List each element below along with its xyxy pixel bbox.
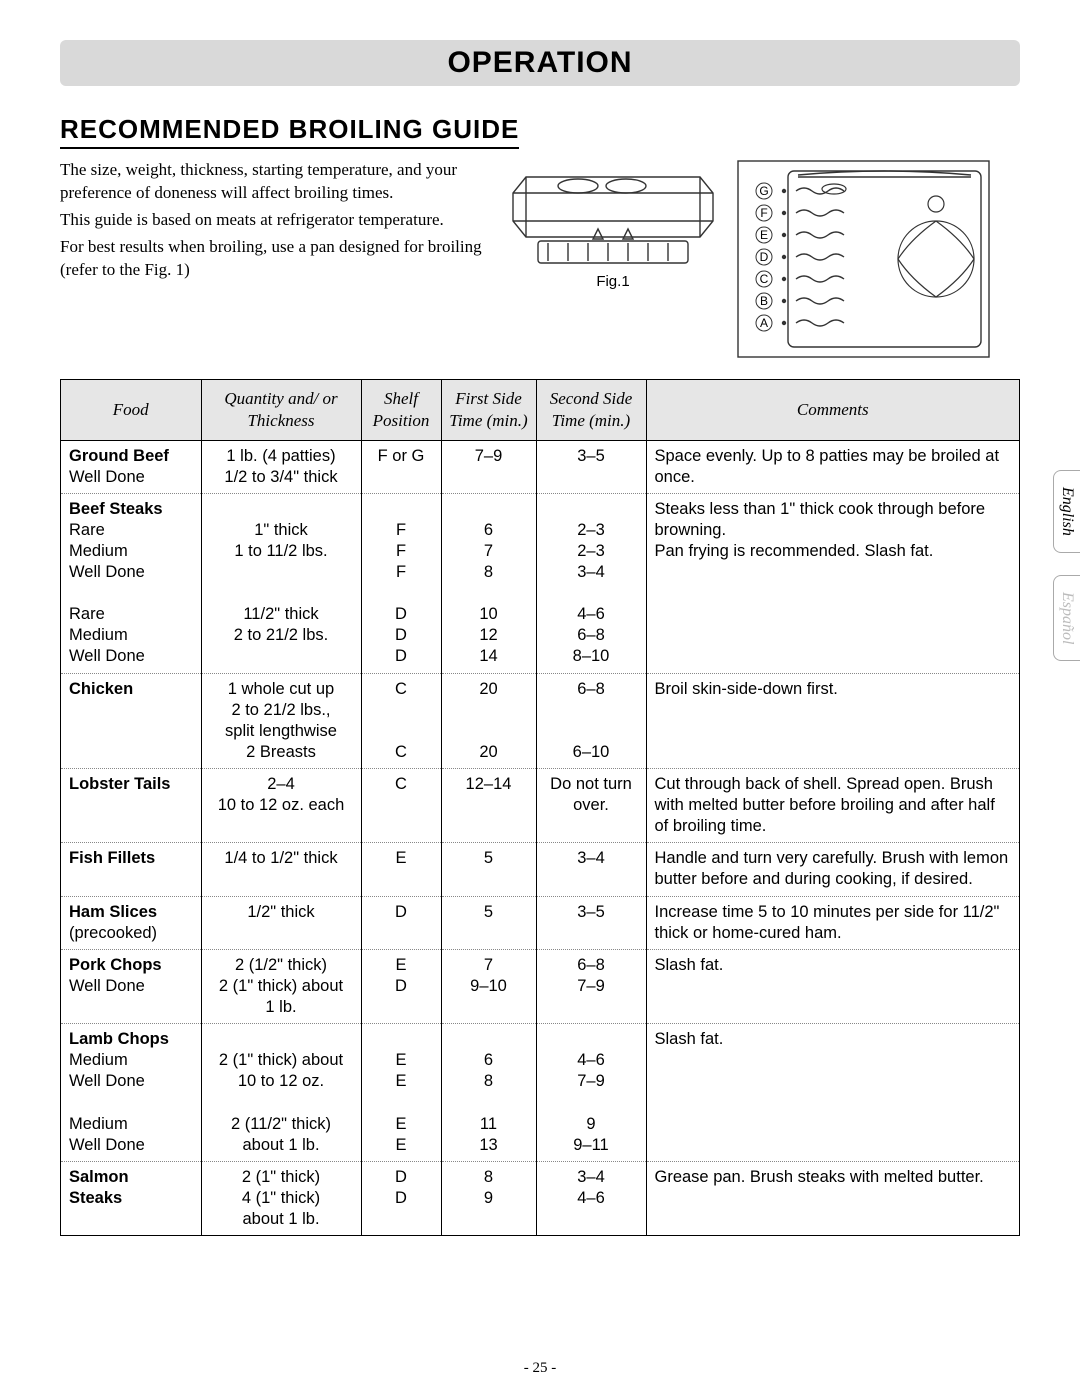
cell-second: 3–4 4–6	[536, 1161, 646, 1235]
cell-second: 6–8 7–9	[536, 949, 646, 1023]
cell-comments: Slash fat.	[646, 949, 1019, 1023]
cell-food: Chicken	[61, 673, 201, 768]
cell-first: 12–14	[441, 769, 536, 843]
section-heading: RECOMMENDED BROILING GUIDE	[60, 114, 519, 149]
cell-shelf: C	[361, 769, 441, 843]
cell-second: 3–5	[536, 896, 646, 949]
svg-text:F: F	[760, 206, 767, 220]
fig1-label: Fig.1	[596, 273, 629, 290]
table-row: Lobster Tails2–4 10 to 12 oz. eachC12–14…	[61, 769, 1019, 843]
cell-food: Ground BeefWell Done	[61, 440, 201, 493]
table-row: Ham Slices(precooked)1/2" thickD53–5Incr…	[61, 896, 1019, 949]
cell-food: Lamb ChopsMediumWell Done MediumWell Don…	[61, 1024, 201, 1162]
intro-p3: For best results when broiling, use a pa…	[60, 236, 490, 282]
th-shelf: Shelf Position	[361, 380, 441, 440]
cell-qty: 1/2" thick	[201, 896, 361, 949]
cell-shelf: D	[361, 896, 441, 949]
intro-p1: The size, weight, thickness, starting te…	[60, 159, 490, 205]
cell-comments: Handle and turn very carefully. Brush wi…	[646, 843, 1019, 896]
cell-first: 7–9	[441, 440, 536, 493]
cell-comments: Cut through back of shell. Spread open. …	[646, 769, 1019, 843]
fig1-column: Fig.1	[508, 159, 718, 290]
cell-qty: 2 (1/2" thick) 2 (1" thick) about 1 lb.	[201, 949, 361, 1023]
cell-first: 6 7 8 10 12 14	[441, 493, 536, 673]
th-first: First Side Time (min.)	[441, 380, 536, 440]
broiling-table-wrap: Food Quantity and/ or Thickness Shelf Po…	[60, 379, 1020, 1236]
language-tabs: English Español	[1053, 470, 1080, 661]
table-row: SalmonSteaks2 (1" thick) 4 (1" thick) ab…	[61, 1161, 1019, 1235]
cell-first: 5	[441, 843, 536, 896]
cell-food: Pork ChopsWell Done	[61, 949, 201, 1023]
table-row: Beef SteaksRareMediumWell Done RareMediu…	[61, 493, 1019, 673]
table-row: Pork ChopsWell Done2 (1/2" thick) 2 (1" …	[61, 949, 1019, 1023]
cell-food: Lobster Tails	[61, 769, 201, 843]
cell-shelf: E E E E	[361, 1024, 441, 1162]
cell-second: Do not turn over.	[536, 769, 646, 843]
cell-first: 7 9–10	[441, 949, 536, 1023]
svg-text:A: A	[760, 316, 768, 330]
broiling-table: Food Quantity and/ or Thickness Shelf Po…	[61, 380, 1019, 1235]
cell-shelf: E	[361, 843, 441, 896]
cell-comments: Increase time 5 to 10 minutes per side f…	[646, 896, 1019, 949]
cell-comments: Space evenly. Up to 8 patties may be bro…	[646, 440, 1019, 493]
cell-second: 3–5	[536, 440, 646, 493]
page-title: OPERATION	[60, 46, 1020, 80]
cell-first: 5	[441, 896, 536, 949]
cell-qty: 1/4 to 1/2" thick	[201, 843, 361, 896]
intro-row: The size, weight, thickness, starting te…	[60, 159, 1020, 359]
page-header: OPERATION	[60, 40, 1020, 86]
svg-text:E: E	[760, 228, 768, 242]
tab-english[interactable]: English	[1053, 470, 1080, 553]
cell-food: Fish Fillets	[61, 843, 201, 896]
cell-first: 6 8 11 13	[441, 1024, 536, 1162]
cell-comments: Grease pan. Brush steaks with melted but…	[646, 1161, 1019, 1235]
cell-shelf: E D	[361, 949, 441, 1023]
cell-first: 20 20	[441, 673, 536, 768]
cell-first: 8 9	[441, 1161, 536, 1235]
cell-comments: Steaks less than 1" thick cook through b…	[646, 493, 1019, 673]
table-row: Ground BeefWell Done1 lb. (4 patties) 1/…	[61, 440, 1019, 493]
table-header-row: Food Quantity and/ or Thickness Shelf Po…	[61, 380, 1019, 440]
svg-text:B: B	[760, 294, 768, 308]
table-row: Chicken1 whole cut up 2 to 21/2 lbs., sp…	[61, 673, 1019, 768]
table-row: Lamb ChopsMediumWell Done MediumWell Don…	[61, 1024, 1019, 1162]
cell-second: 6–8 6–10	[536, 673, 646, 768]
cell-qty: 2–4 10 to 12 oz. each	[201, 769, 361, 843]
th-comments: Comments	[646, 380, 1019, 440]
cell-second: 3–4	[536, 843, 646, 896]
th-second: Second Side Time (min.)	[536, 380, 646, 440]
cell-food: SalmonSteaks	[61, 1161, 201, 1235]
svg-text:C: C	[760, 272, 769, 286]
cell-shelf: D D	[361, 1161, 441, 1235]
cell-qty: 1 lb. (4 patties) 1/2 to 3/4" thick	[201, 440, 361, 493]
table-row: Fish Fillets1/4 to 1/2" thickE53–4Handle…	[61, 843, 1019, 896]
oven-racks-illustration: GFEDCBA	[736, 159, 991, 359]
cell-qty: 2 (1" thick) about 10 to 12 oz. 2 (11/2"…	[201, 1024, 361, 1162]
cell-food: Ham Slices(precooked)	[61, 896, 201, 949]
page-number: - 25 -	[0, 1360, 1080, 1377]
table-body: Ground BeefWell Done1 lb. (4 patties) 1/…	[61, 440, 1019, 1235]
tab-espanol[interactable]: Español	[1053, 575, 1080, 661]
cell-qty: 2 (1" thick) 4 (1" thick) about 1 lb.	[201, 1161, 361, 1235]
th-qty: Quantity and/ or Thickness	[201, 380, 361, 440]
th-food: Food	[61, 380, 201, 440]
intro-text: The size, weight, thickness, starting te…	[60, 159, 490, 286]
svg-text:G: G	[759, 184, 768, 198]
cell-second: 2–3 2–3 3–4 4–6 6–8 8–10	[536, 493, 646, 673]
cell-shelf: F or G	[361, 440, 441, 493]
cell-qty: 1 whole cut up 2 to 21/2 lbs., split len…	[201, 673, 361, 768]
broil-pan-illustration	[508, 159, 718, 269]
cell-comments: Broil skin-side-down first.	[646, 673, 1019, 768]
cell-shelf: C C	[361, 673, 441, 768]
intro-p2: This guide is based on meats at refriger…	[60, 209, 490, 232]
svg-text:D: D	[760, 250, 769, 264]
cell-qty: 1" thick 1 to 11/2 lbs. 11/2" thick 2 to…	[201, 493, 361, 673]
cell-second: 4–6 7–9 9 9–11	[536, 1024, 646, 1162]
cell-shelf: F F F D D D	[361, 493, 441, 673]
cell-food: Beef SteaksRareMediumWell Done RareMediu…	[61, 493, 201, 673]
cell-comments: Slash fat.	[646, 1024, 1019, 1162]
